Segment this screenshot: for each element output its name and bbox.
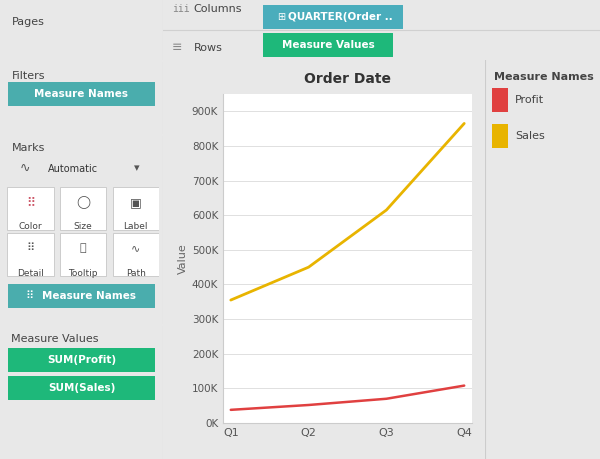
Text: Measure Values: Measure Values <box>11 334 99 344</box>
Text: Label: Label <box>124 222 148 231</box>
Bar <box>492 88 508 112</box>
Bar <box>7 187 53 230</box>
Bar <box>60 187 106 230</box>
Text: Rows: Rows <box>194 43 223 53</box>
Text: Path: Path <box>126 269 146 278</box>
Text: ⊞: ⊞ <box>277 11 285 22</box>
Text: ⠿: ⠿ <box>26 196 35 209</box>
Bar <box>113 233 159 276</box>
Bar <box>60 233 106 276</box>
Text: Filters: Filters <box>11 71 45 81</box>
Bar <box>7 233 53 276</box>
Text: QUARTER(Order ..: QUARTER(Order .. <box>287 11 392 22</box>
Text: ▣: ▣ <box>130 196 142 209</box>
Text: Profit: Profit <box>515 95 544 105</box>
Bar <box>492 124 508 148</box>
Text: Color: Color <box>19 222 42 231</box>
Text: ∿: ∿ <box>19 162 30 175</box>
Text: Automatic: Automatic <box>48 163 98 174</box>
FancyBboxPatch shape <box>257 5 409 29</box>
Text: ▾: ▾ <box>134 163 140 174</box>
FancyBboxPatch shape <box>258 33 398 57</box>
Text: SUM(Profit): SUM(Profit) <box>47 355 116 365</box>
Text: ⬜: ⬜ <box>80 243 86 253</box>
Text: Marks: Marks <box>11 143 45 152</box>
FancyBboxPatch shape <box>2 284 161 308</box>
Text: Measure Values: Measure Values <box>281 39 374 50</box>
Text: Measure Names: Measure Names <box>494 72 594 82</box>
Text: Tooltip: Tooltip <box>68 269 98 278</box>
Text: ◯: ◯ <box>76 196 90 209</box>
Text: ⠿: ⠿ <box>26 243 34 253</box>
Text: Sales: Sales <box>515 131 545 141</box>
Text: ∿: ∿ <box>131 243 140 253</box>
Text: iii: iii <box>172 4 190 14</box>
FancyBboxPatch shape <box>2 348 161 372</box>
Text: ≡: ≡ <box>172 41 182 55</box>
FancyBboxPatch shape <box>2 82 161 106</box>
Text: Pages: Pages <box>11 17 44 27</box>
Text: Measure Names: Measure Names <box>42 291 136 301</box>
FancyBboxPatch shape <box>2 376 161 400</box>
Y-axis label: Value: Value <box>178 243 188 274</box>
Text: Detail: Detail <box>17 269 44 278</box>
Text: Size: Size <box>74 222 92 231</box>
Title: Order Date: Order Date <box>304 72 391 86</box>
Text: ⠿: ⠿ <box>26 291 34 301</box>
Text: SUM(Sales): SUM(Sales) <box>48 383 115 393</box>
Text: Measure Names: Measure Names <box>34 89 128 99</box>
Bar <box>113 187 159 230</box>
Text: Columns: Columns <box>194 4 242 14</box>
